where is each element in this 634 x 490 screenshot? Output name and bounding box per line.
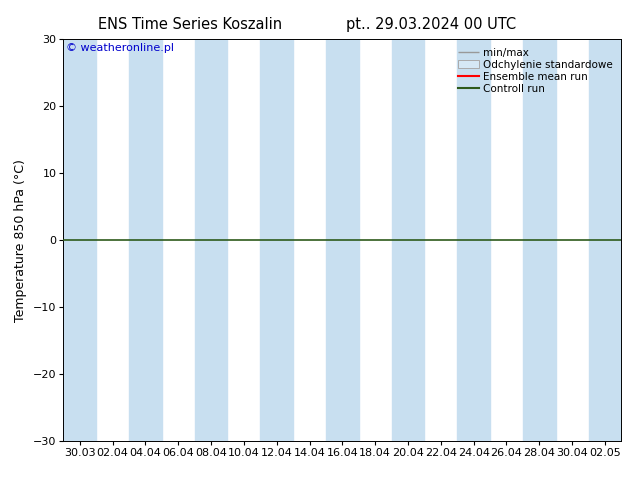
Bar (63, 39, 96, 441)
Bar (523, 39, 555, 441)
Legend: min/max, Odchylenie standardowe, Ensemble mean run, Controll run: min/max, Odchylenie standardowe, Ensembl… (455, 45, 616, 97)
Bar (392, 39, 424, 441)
Bar (129, 39, 162, 441)
Bar (457, 39, 490, 441)
Text: ENS Time Series Koszalin: ENS Time Series Koszalin (98, 17, 282, 32)
Bar (261, 39, 293, 441)
Bar (326, 39, 359, 441)
Text: pt.. 29.03.2024 00 UTC: pt.. 29.03.2024 00 UTC (346, 17, 516, 32)
Bar (195, 39, 228, 441)
Y-axis label: Temperature 850 hPa (°C): Temperature 850 hPa (°C) (15, 159, 27, 321)
Bar (588, 39, 621, 441)
Text: © weatheronline.pl: © weatheronline.pl (66, 43, 174, 53)
